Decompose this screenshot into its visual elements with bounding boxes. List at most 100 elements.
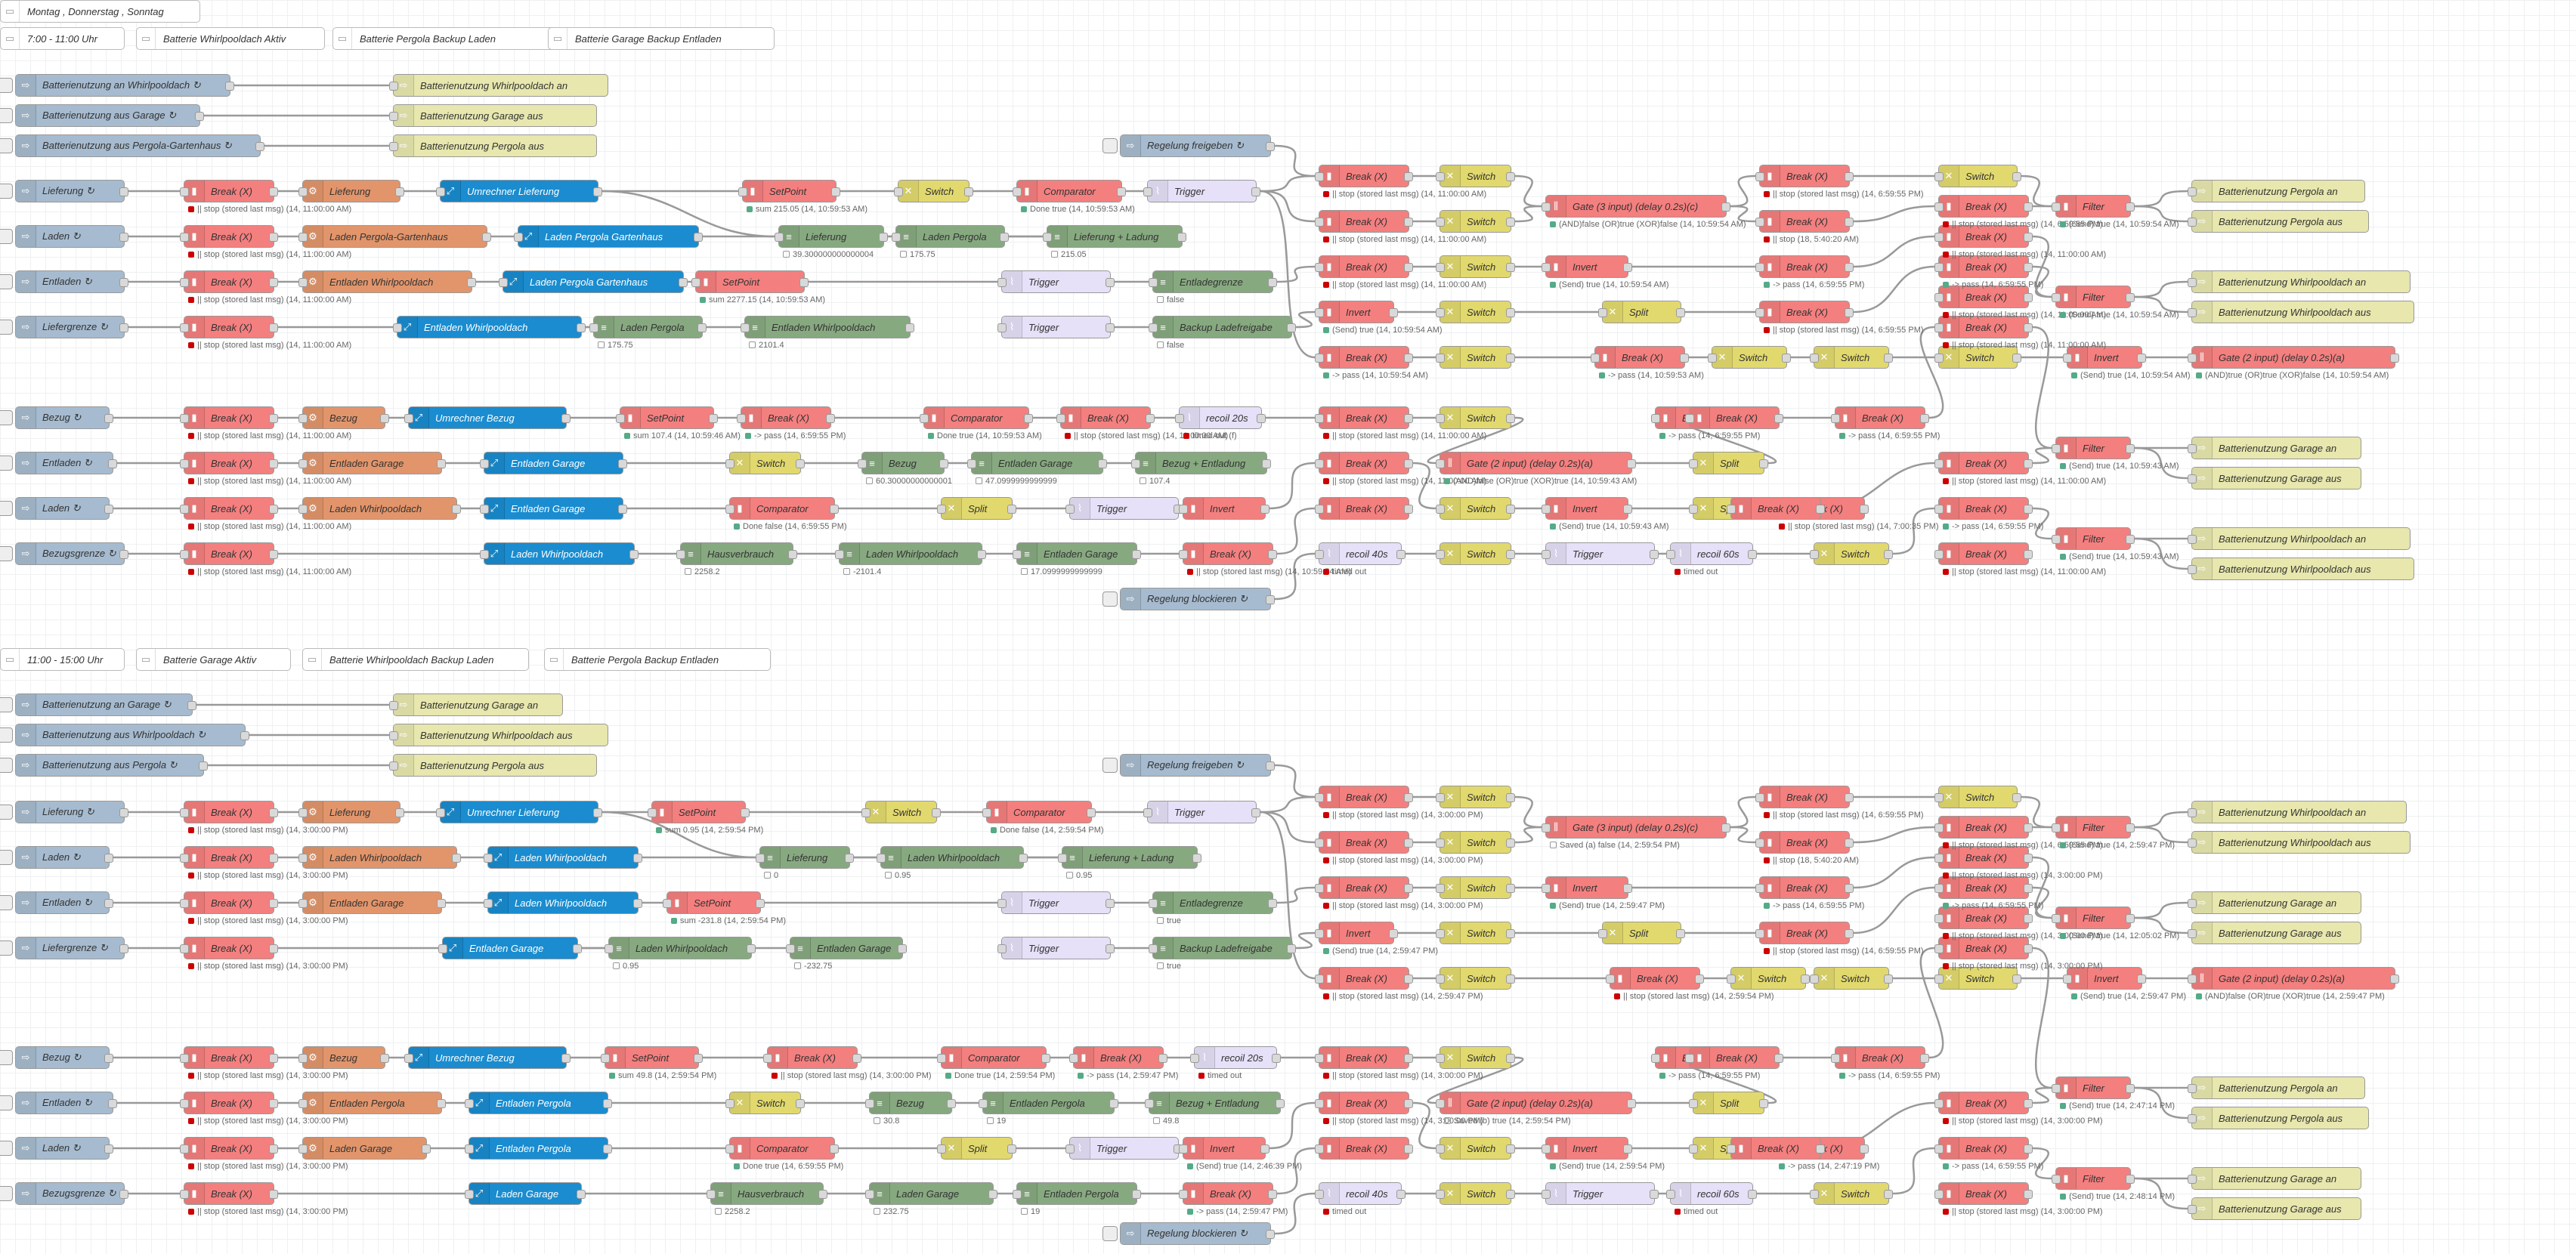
input-port[interactable]: [741, 323, 750, 332]
break-node[interactable]: ▮Break (X): [1755, 831, 1854, 854]
output-port[interactable]: [104, 1054, 113, 1063]
output-port[interactable]: [1506, 974, 1515, 984]
wire[interactable]: [1514, 826, 1542, 844]
output-port[interactable]: [269, 1054, 278, 1063]
wire[interactable]: [1276, 507, 1316, 555]
green-node[interactable]: ≡ Bezug + Entladung: [1145, 1092, 1285, 1114]
inject-node[interactable]: ⇨ Batterienutzung aus Garage ↻: [0, 104, 204, 127]
break-node[interactable]: ▮ Invert: [1315, 922, 1398, 944]
output-port[interactable]: [1404, 1099, 1413, 1108]
wire[interactable]: [1514, 205, 1542, 223]
input-port[interactable]: [1436, 308, 1445, 317]
input-port[interactable]: [937, 1054, 946, 1063]
output-port[interactable]: [2024, 293, 2033, 302]
input-port[interactable]: [2052, 293, 2061, 302]
gate-node[interactable]: ⫼ Gate (3 input) (delay 0.2s)(c): [1542, 816, 1730, 839]
output-port[interactable]: [1759, 1099, 1768, 1108]
wire[interactable]: [2134, 190, 2188, 208]
comment-node[interactable]: ▭ Batterie Whirlpooldach Backup Laden: [302, 648, 529, 671]
output-port[interactable]: [1404, 839, 1413, 848]
trigger-node[interactable]: ⌇ recoil 40s: [1315, 542, 1406, 565]
output-port[interactable]: [747, 944, 756, 953]
break-node[interactable]: ▮Break (X): [1934, 846, 2033, 869]
output-port[interactable]: [119, 323, 128, 332]
output-port[interactable]: [269, 944, 278, 953]
input-port[interactable]: [756, 854, 765, 863]
input-port[interactable]: [1651, 414, 1660, 423]
output-port[interactable]: [1260, 1144, 1269, 1154]
input-port[interactable]: [1436, 793, 1445, 802]
wire[interactable]: [2134, 280, 2188, 298]
input-port[interactable]: [499, 278, 508, 287]
input-port[interactable]: [1934, 293, 1944, 302]
change-node[interactable]: ⚙ Laden Whirlpooldach: [298, 846, 461, 869]
input-port[interactable]: [465, 1190, 474, 1199]
inject-button[interactable]: [0, 1186, 13, 1201]
output-port[interactable]: [1268, 550, 1277, 559]
green-node[interactable]: ≡ Bezug + Entladung: [1131, 452, 1271, 474]
break-node[interactable]: ▮Break (X): [1831, 1046, 1929, 1069]
input-port[interactable]: [1315, 459, 1324, 468]
inject-button[interactable]: [0, 758, 13, 773]
input-port[interactable]: [2052, 1084, 2061, 1093]
output-port[interactable]: [694, 1054, 703, 1063]
input-port[interactable]: [404, 1054, 413, 1063]
break-node[interactable]: ▮Break (X): [1315, 1137, 1413, 1160]
output-port[interactable]: [1506, 263, 1515, 272]
wire[interactable]: [1427, 1056, 1524, 1104]
input-port[interactable]: [663, 899, 672, 908]
input-port[interactable]: [180, 459, 189, 468]
input-port[interactable]: [1069, 1054, 1078, 1063]
output-port[interactable]: [1404, 1054, 1413, 1063]
input-port[interactable]: [1542, 884, 1551, 893]
input-port[interactable]: [865, 1190, 874, 1199]
output-port[interactable]: [1884, 1190, 1893, 1199]
break-node[interactable]: ▮Break (X): [1315, 165, 1413, 187]
input-port[interactable]: [775, 233, 784, 242]
change-node[interactable]: ⚙ Entladen Whirlpooldach: [298, 270, 476, 293]
blue-node[interactable]: ⤢ Laden Whirlpooldach: [480, 542, 639, 565]
input-port[interactable]: [2188, 565, 2197, 574]
input-port[interactable]: [589, 323, 598, 332]
input-port[interactable]: [1315, 354, 1324, 363]
output-port[interactable]: [1087, 808, 1096, 817]
output-port[interactable]: [1272, 1054, 1281, 1063]
input-port[interactable]: [997, 323, 1007, 332]
input-port[interactable]: [1436, 354, 1445, 363]
output-node[interactable]: ⇨ Batterienutzung Garage aus: [2188, 922, 2361, 944]
inject-node[interactable]: ⇨ Entladen ↻: [0, 270, 128, 293]
input-port[interactable]: [1145, 1099, 1154, 1108]
output-port[interactable]: [119, 187, 128, 196]
output-node[interactable]: ⇨ Batterienutzung Pergola an: [2188, 180, 2365, 202]
output-port[interactable]: [269, 278, 278, 287]
output-node[interactable]: ⇨ Batterienutzung Whirlpooldach an: [389, 74, 608, 97]
output-port[interactable]: [2126, 914, 2135, 923]
input-port[interactable]: [298, 505, 308, 514]
output-port[interactable]: [633, 899, 642, 908]
input-port[interactable]: [738, 187, 747, 196]
input-port[interactable]: [2063, 354, 2072, 363]
break-node[interactable]: ▮Break (X): [737, 406, 835, 429]
output-port[interactable]: [269, 233, 278, 242]
input-port[interactable]: [2188, 535, 2197, 544]
input-port[interactable]: [737, 414, 746, 423]
inject-node[interactable]: ⇨ Entladen ↻: [0, 452, 117, 474]
switch-node[interactable]: ✕ Switch: [725, 452, 805, 474]
break-node[interactable]: ▮Break (X): [1685, 1046, 1783, 1069]
input-port[interactable]: [1315, 884, 1324, 893]
output-port[interactable]: [119, 1190, 128, 1199]
inject-node[interactable]: ⇨ Regelung freigeben ↻: [1102, 754, 1275, 777]
input-port[interactable]: [1727, 974, 1736, 984]
input-port[interactable]: [1934, 550, 1944, 559]
input-port[interactable]: [180, 1054, 189, 1063]
gate-node[interactable]: ⫼ Gate (2 input) (delay 0.2s)(a): [2188, 346, 2399, 369]
break-node[interactable]: ▮Break (X): [180, 316, 278, 338]
input-port[interactable]: [1934, 914, 1944, 923]
break-node[interactable]: ▮Break (X): [1315, 452, 1413, 474]
output-port[interactable]: [2024, 944, 2033, 953]
blue-node[interactable]: ⤢ Umrechner Bezug: [404, 406, 571, 429]
output-port[interactable]: [437, 899, 446, 908]
output-port[interactable]: [395, 187, 404, 196]
input-port[interactable]: [389, 701, 398, 710]
switch-node[interactable]: ✕ Switch: [1727, 967, 1810, 990]
